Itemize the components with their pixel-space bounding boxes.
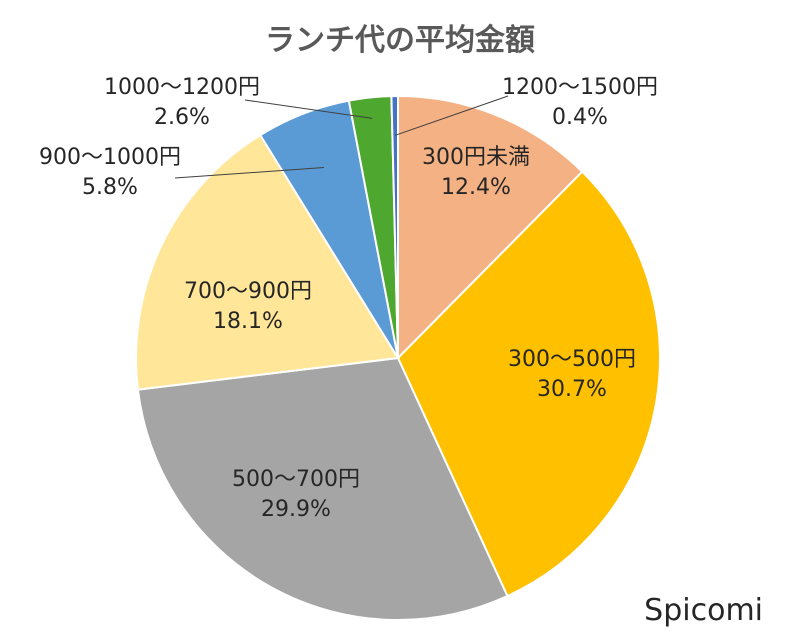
pie-slice — [397, 94, 584, 361]
leader-line — [174, 167, 324, 179]
pie-slice — [390, 94, 399, 359]
leader-line — [395, 95, 509, 136]
slice-percent-label: 5.8% — [82, 175, 138, 200]
slice-percent-label: 29.9% — [261, 497, 331, 522]
credit-watermark: Spicomi — [644, 593, 763, 628]
slice-percent-label: 18.1% — [213, 309, 283, 334]
leader-lines — [174, 95, 509, 179]
slice-percent-label: 0.4% — [552, 105, 608, 130]
slice-percent-label: 2.6% — [154, 105, 210, 130]
slice-category-label: 300円未満 — [422, 145, 530, 170]
chart-title: ランチ代の平均金額 — [265, 23, 535, 58]
slice-category-label: 900〜1000円 — [39, 145, 181, 170]
pie-slice — [396, 170, 661, 598]
slice-category-label: 1200〜1500円 — [502, 75, 658, 100]
slice-percent-label: 12.4% — [441, 175, 511, 200]
slice-category-label: 300〜500円 — [508, 347, 636, 372]
leader-line — [244, 99, 373, 119]
slice-labels: 300円未満 12.4% 300〜500円 30.7% 500〜700円 29.9% 700… — [39, 75, 658, 522]
slice-category-label: 1000〜1200円 — [104, 75, 260, 100]
slice-percent-label: 30.7% — [537, 377, 607, 402]
pie-slice — [135, 133, 400, 391]
slice-category-label: 700〜900円 — [184, 279, 312, 304]
slice-category-label: 500〜700円 — [232, 467, 360, 492]
pie-slice — [136, 356, 509, 621]
pie-slices — [135, 94, 661, 621]
